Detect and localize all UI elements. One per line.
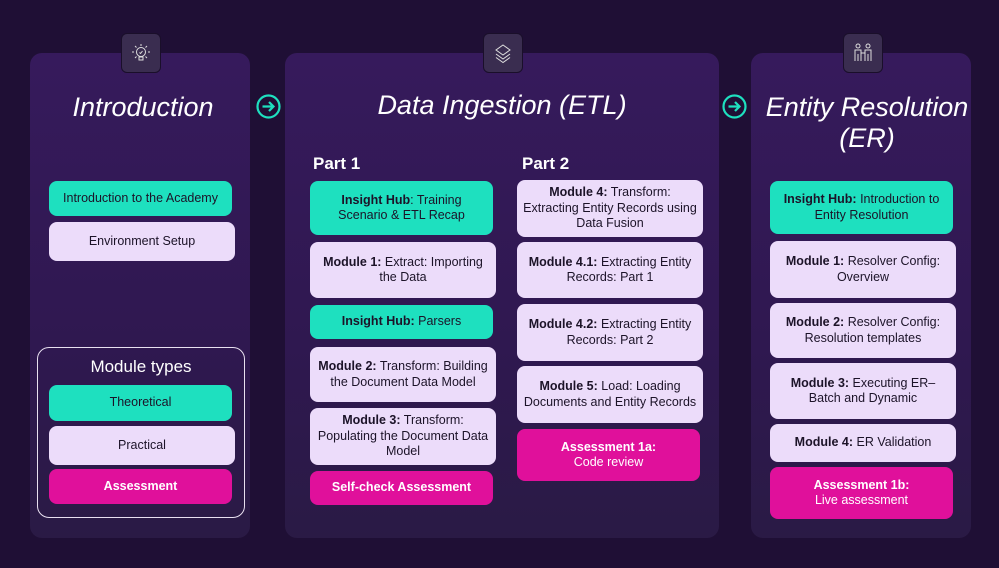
- module-4-transform[interactable]: Module 4: Transform: Extracting Entity R…: [517, 180, 703, 237]
- er-module-2[interactable]: Module 2: Resolver Config: Resolution te…: [770, 303, 956, 358]
- legend-label: Assessment: [103, 478, 178, 493]
- module-label: Introduction to the Academy: [63, 190, 218, 205]
- module-label: Module 5: Load: Loading Documents and En…: [523, 379, 697, 409]
- self-check-assessment[interactable]: Self-check Assessment: [310, 471, 493, 505]
- module-label: Module 4.2: Extracting Entity Records: P…: [528, 317, 692, 347]
- module-label: Insight Hub: Training Scenario & ETL Rec…: [338, 192, 465, 223]
- module-label: Module 3: Executing ER– Batch and Dynami…: [790, 375, 936, 406]
- module-insight-hub-er[interactable]: Insight Hub: Introduction to Entity Reso…: [770, 181, 953, 234]
- er-title: Entity Resolution (ER): [765, 92, 969, 153]
- etl-title: Data Ingestion (ETL): [377, 90, 627, 120]
- part-2-label: Part 2: [522, 154, 570, 173]
- er-module-1[interactable]: Module 1: Resolver Config: Overview: [770, 241, 956, 298]
- assessment-1b[interactable]: Assessment 1b: Live assessment: [770, 467, 953, 519]
- module-label: Insight Hub: Introduction to Entity Reso…: [783, 192, 940, 222]
- legend-title: Module types: [90, 357, 192, 376]
- module-label: Module 4: ER Validation: [794, 435, 932, 450]
- assessment-1a[interactable]: Assessment 1a: Code review: [517, 429, 700, 481]
- module-label: Module 1: Extract: Importing the Data: [323, 254, 483, 285]
- module-label: Assessment 1b: Live assessment: [813, 477, 910, 508]
- legend-assessment: Assessment: [49, 469, 232, 504]
- module-types-legend: [37, 347, 245, 518]
- er-module-3[interactable]: Module 3: Executing ER– Batch and Dynami…: [770, 363, 956, 419]
- module-label: Environment Setup: [88, 233, 196, 248]
- legend-label: Theoretical: [109, 395, 172, 410]
- module-1-extract[interactable]: Module 1: Extract: Importing the Data: [310, 242, 496, 298]
- module-label: Self-check Assessment: [331, 480, 472, 495]
- module-4-1[interactable]: Module 4.1: Extracting Entity Records: P…: [517, 242, 703, 298]
- legend-practical: Practical: [49, 426, 235, 465]
- module-label: Module 2: Transform: Building the Docume…: [318, 359, 488, 389]
- arrow-right-icon: [256, 94, 281, 119]
- module-4-2[interactable]: Module 4.2: Extracting Entity Records: P…: [517, 304, 703, 361]
- introduction-title: Introduction: [72, 92, 214, 122]
- module-label: Insight Hub: Parsers: [341, 314, 462, 329]
- module-label: Module 3: Transform: Populating the Docu…: [317, 413, 489, 459]
- module-label: Module 4: Transform: Extracting Entity R…: [523, 185, 697, 231]
- legend-theoretical: Theoretical: [49, 385, 232, 421]
- module-introduction-to-academy[interactable]: Introduction to the Academy: [49, 181, 232, 216]
- module-label: Assessment 1a: Code review: [560, 439, 657, 470]
- module-3-transform[interactable]: Module 3: Transform: Populating the Docu…: [310, 408, 496, 465]
- module-label: Module 2: Resolver Config: Resolution te…: [785, 315, 941, 345]
- arrow-right-icon: [722, 94, 747, 119]
- people-icon: [843, 33, 883, 73]
- module-label: Module 1: Resolver Config: Overview: [785, 254, 941, 284]
- module-label: Module 4.1: Extracting Entity Records: P…: [528, 254, 692, 285]
- legend-label: Practical: [118, 437, 166, 452]
- part-1-label: Part 1: [313, 154, 361, 173]
- module-insight-hub-parsers[interactable]: Insight Hub: Parsers: [310, 305, 493, 339]
- module-environment-setup[interactable]: Environment Setup: [49, 222, 235, 261]
- module-5-load[interactable]: Module 5: Load: Loading Documents and En…: [517, 366, 703, 423]
- module-2-transform[interactable]: Module 2: Transform: Building the Docume…: [310, 347, 496, 402]
- er-module-4[interactable]: Module 4: ER Validation: [770, 424, 956, 462]
- module-insight-hub-training[interactable]: Insight Hub: Training Scenario & ETL Rec…: [310, 181, 493, 235]
- lightbulb-icon: [121, 33, 161, 73]
- layers-icon: [483, 33, 523, 73]
